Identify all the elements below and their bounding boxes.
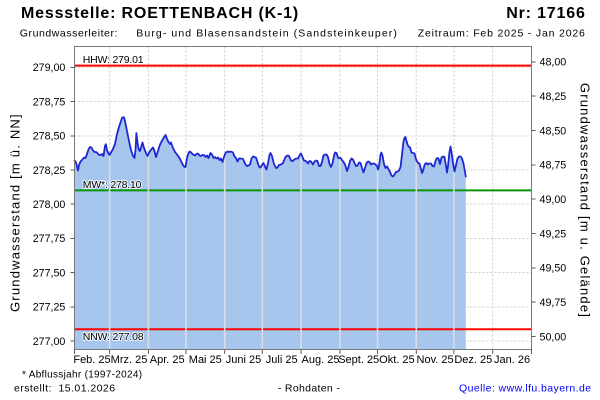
svg-text:48,25: 48,25 [540, 91, 567, 103]
svg-text:278,25: 278,25 [33, 165, 66, 177]
svg-text:Juli 25: Juli 25 [266, 354, 298, 366]
svg-text:Feb. 25: Feb. 25 [73, 354, 110, 366]
svg-text:48,75: 48,75 [540, 160, 567, 172]
svg-text:Dez. 25: Dez. 25 [454, 354, 492, 366]
svg-text:Zeitraum: Feb 2025 - Jan 2026: Zeitraum: Feb 2025 - Jan 2026 [418, 27, 586, 39]
svg-text:49,25: 49,25 [540, 228, 567, 240]
svg-text:HHW: 279.01: HHW: 279.01 [83, 54, 144, 66]
svg-text:Jan. 26: Jan. 26 [494, 354, 530, 366]
svg-text:Nr: 17166: Nr: 17166 [506, 5, 585, 22]
svg-text:277,25: 277,25 [33, 302, 66, 314]
svg-text:erstellt: 15.01.2026: erstellt: 15.01.2026 [14, 383, 115, 395]
svg-text:50,00: 50,00 [540, 331, 567, 343]
svg-text:278,00: 278,00 [33, 199, 66, 211]
svg-text:Nov. 25: Nov. 25 [417, 354, 454, 366]
svg-text:49,50: 49,50 [540, 263, 567, 275]
svg-text:Mai 25: Mai 25 [189, 354, 222, 366]
svg-text:48,50: 48,50 [540, 125, 567, 137]
svg-text:279,00: 279,00 [33, 62, 66, 74]
svg-text:Burg- und Blasensandstein (San: Burg- und Blasensandstein (Sandsteinkeup… [136, 27, 398, 39]
svg-text:MW*: 278.10: MW*: 278.10 [83, 179, 142, 191]
svg-text:Quelle: www.lfu.bayern.de: Quelle: www.lfu.bayern.de [459, 383, 591, 395]
svg-text:278,75: 278,75 [33, 96, 66, 108]
svg-text:Grundwasserstand [m u. Gelände: Grundwasserstand [m u. Gelände] [578, 83, 593, 318]
svg-text:277,00: 277,00 [33, 336, 66, 348]
svg-text:Okt. 25: Okt. 25 [379, 354, 414, 366]
svg-text:Juni 25: Juni 25 [226, 354, 261, 366]
svg-text:NNW: 277.08: NNW: 277.08 [83, 331, 144, 343]
svg-text:278,50: 278,50 [33, 131, 66, 143]
svg-text:49,75: 49,75 [540, 297, 567, 309]
svg-text:Apr. 25: Apr. 25 [150, 354, 185, 366]
svg-text:Sept. 25: Sept. 25 [338, 354, 379, 366]
svg-text:Mrz. 25: Mrz. 25 [111, 354, 148, 366]
svg-text:49,00: 49,00 [540, 194, 567, 206]
svg-text:48,00: 48,00 [540, 57, 567, 69]
svg-text:Aug. 25: Aug. 25 [302, 354, 340, 366]
svg-text:277,75: 277,75 [33, 233, 66, 245]
svg-text:Messstelle: ROETTENBACH (K-1): Messstelle: ROETTENBACH (K-1) [21, 5, 299, 22]
svg-text:277,50: 277,50 [33, 268, 66, 280]
svg-text:* Abflussjahr (1997-2024): * Abflussjahr (1997-2024) [22, 370, 142, 381]
svg-text:- Rohdaten -: - Rohdaten - [278, 383, 340, 395]
svg-text:Grundwasserleiter:: Grundwasserleiter: [20, 27, 118, 39]
svg-text:Grundwasserstand [m ü. NN]: Grundwasserstand [m ü. NN] [8, 113, 23, 312]
